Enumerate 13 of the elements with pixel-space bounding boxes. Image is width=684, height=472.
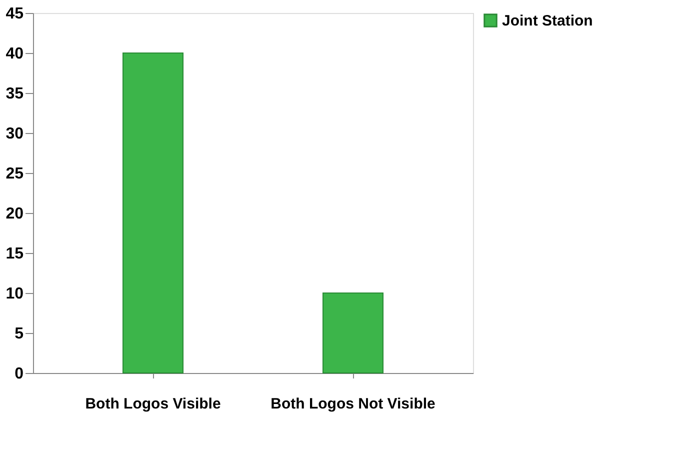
y-tick-label: 5 — [14, 326, 24, 342]
y-tick-label: 15 — [6, 246, 24, 262]
y-tick-label: 40 — [6, 46, 24, 62]
legend-label: Joint Station — [502, 12, 593, 30]
x-tick-label: Both Logos Not Visible — [270, 396, 436, 412]
y-tick-label: 35 — [6, 86, 24, 102]
y-tick-label: 20 — [6, 206, 24, 222]
y-tick-label: 0 — [14, 366, 24, 382]
y-tick-label: 10 — [6, 286, 24, 302]
y-tick-label: 30 — [6, 126, 24, 142]
y-tick-label: 45 — [6, 6, 24, 22]
y-tick-label: 25 — [6, 166, 24, 182]
x-tick-label: Both Logos Visible — [85, 396, 221, 412]
